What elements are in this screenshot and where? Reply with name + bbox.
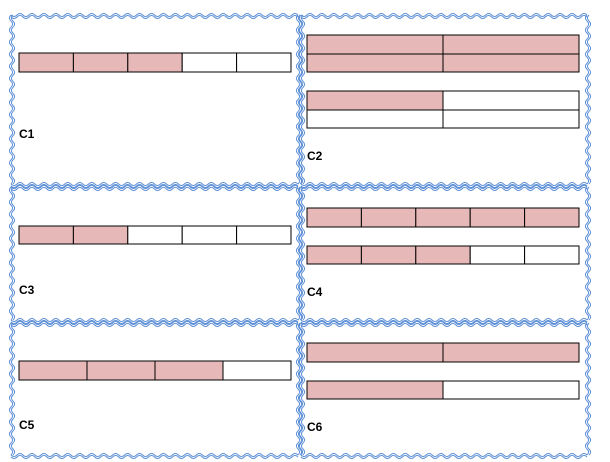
wavy-border xyxy=(298,14,304,185)
empty-cell xyxy=(127,225,183,245)
wavy-border xyxy=(10,181,299,187)
wavy-border xyxy=(300,322,306,456)
wavy-border xyxy=(586,322,592,456)
wavy-border xyxy=(10,452,299,458)
shaded-cell xyxy=(306,53,444,73)
wavy-border xyxy=(300,14,588,20)
empty-cell xyxy=(442,90,580,111)
empty-cell xyxy=(181,225,238,245)
wavy-border xyxy=(298,186,304,321)
wavy-border xyxy=(300,14,306,185)
wavy-border xyxy=(10,14,299,20)
wavy-border xyxy=(8,322,14,456)
card-borders xyxy=(8,12,592,460)
wavy-border xyxy=(300,186,588,192)
wavy-border xyxy=(300,181,588,187)
wavy-border xyxy=(297,322,303,456)
shaded-cell xyxy=(86,360,156,381)
wavy-border xyxy=(10,317,299,323)
wavy-border xyxy=(297,14,303,185)
wavy-border xyxy=(8,186,14,321)
empty-cell xyxy=(222,360,292,381)
wavy-border xyxy=(584,322,590,456)
fraction-bars xyxy=(18,34,580,400)
empty-cell xyxy=(181,52,238,73)
shaded-cell xyxy=(72,225,129,245)
wavy-border xyxy=(584,14,590,185)
shaded-cell xyxy=(18,225,74,245)
shaded-cell xyxy=(415,207,471,228)
wavy-border xyxy=(10,184,299,190)
shaded-cell xyxy=(524,207,580,228)
shaded-cell xyxy=(442,53,580,73)
shaded-cell xyxy=(18,52,74,73)
wavy-border xyxy=(10,186,299,192)
wavy-border xyxy=(300,452,588,458)
empty-cell xyxy=(469,245,526,265)
wavy-border xyxy=(300,184,588,190)
card-label: C4 xyxy=(307,285,323,299)
wavy-border xyxy=(10,186,16,321)
wavy-border xyxy=(295,322,301,456)
wavy-border xyxy=(295,186,301,321)
shaded-cell xyxy=(306,207,362,228)
shaded-cell xyxy=(360,245,417,265)
empty-cell xyxy=(442,109,580,129)
wavy-border xyxy=(297,186,303,321)
wavy-border xyxy=(10,454,299,460)
card-label: C3 xyxy=(19,283,35,297)
wavy-border xyxy=(584,186,590,321)
wavy-border xyxy=(300,320,588,326)
wavy-border xyxy=(300,317,588,323)
shaded-cell xyxy=(72,52,129,73)
wavy-border xyxy=(300,183,588,189)
wavy-border xyxy=(300,454,588,460)
empty-cell xyxy=(524,245,580,265)
empty-cell xyxy=(236,52,292,73)
wavy-border xyxy=(300,319,588,325)
wavy-border xyxy=(10,322,299,328)
shaded-cell xyxy=(306,90,444,111)
wavy-border xyxy=(586,14,592,185)
wavy-border xyxy=(10,320,299,326)
empty-cell xyxy=(442,380,580,400)
wavy-border xyxy=(10,319,299,325)
wavy-border xyxy=(298,322,304,456)
empty-cell xyxy=(306,109,444,129)
shaded-cell xyxy=(442,342,580,363)
shaded-cell xyxy=(306,342,444,363)
card-label: C1 xyxy=(19,127,35,141)
wavy-border xyxy=(586,186,592,321)
wavy-border xyxy=(300,12,588,18)
shaded-cell xyxy=(469,207,526,228)
wavy-border xyxy=(10,322,16,456)
wavy-border xyxy=(10,14,16,185)
shaded-cell xyxy=(306,380,444,400)
empty-cell xyxy=(236,225,292,245)
card-label: C5 xyxy=(19,418,35,432)
shaded-cell xyxy=(442,34,580,55)
wavy-border xyxy=(295,14,301,185)
shaded-cell xyxy=(18,360,88,381)
shaded-cell xyxy=(306,34,444,55)
shaded-cell xyxy=(306,245,362,265)
wavy-border xyxy=(10,183,299,189)
shaded-cell xyxy=(360,207,417,228)
wavy-border xyxy=(8,14,14,185)
wavy-border xyxy=(300,322,588,328)
shaded-cell xyxy=(154,360,224,381)
wavy-border xyxy=(10,12,299,18)
shaded-cell xyxy=(415,245,471,265)
wavy-border xyxy=(300,186,306,321)
card-label: C6 xyxy=(307,420,323,434)
card-label: C2 xyxy=(307,149,323,163)
shaded-cell xyxy=(127,52,183,73)
